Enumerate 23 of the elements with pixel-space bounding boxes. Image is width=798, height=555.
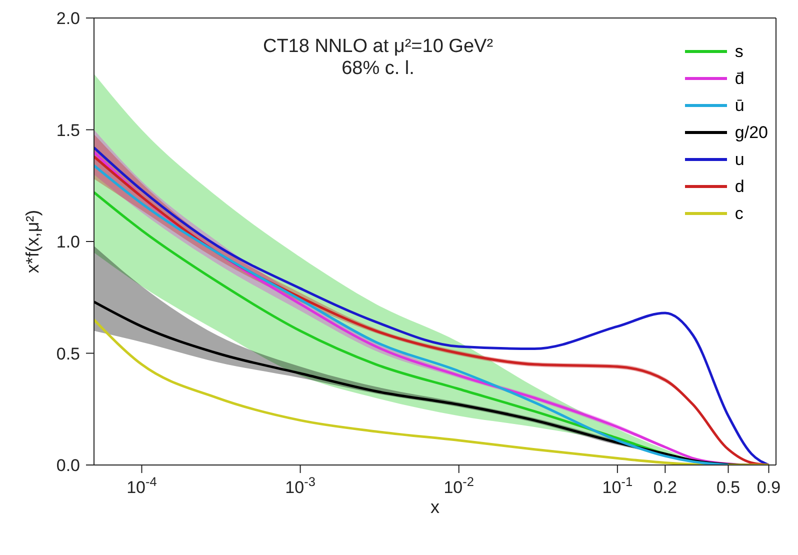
- x-tick-label: 10$^{-2}$: [444, 474, 474, 497]
- text: CT18 NNLO at μ²=10 GeV²: [262, 36, 494, 58]
- y-tick-label: 1.5: [56, 120, 80, 140]
- legend-label: u: [734, 150, 744, 170]
- y-tick-label: 0.5: [56, 344, 80, 364]
- legend-label: d̄: [734, 68, 744, 88]
- y-tick-label: 0.0: [56, 456, 80, 475]
- legend-label: d: [734, 176, 744, 196]
- x-axis-title: x: [430, 497, 440, 517]
- text: 68% c. l.: [340, 58, 416, 80]
- legend-label: s: [734, 42, 744, 62]
- legend-label: ū: [734, 96, 744, 116]
- x-tick-label: 0.9: [756, 478, 781, 497]
- legend-label: c: [734, 204, 744, 224]
- y-axis-title: x*f(x,μ²): [22, 210, 42, 274]
- x-tick-label: 10$^{-3}$: [285, 474, 316, 497]
- y-tick-label: 1.0: [56, 232, 80, 252]
- legend-label: g/20: [734, 122, 768, 142]
- x-tick-label: 10$^{-4}$: [126, 474, 157, 497]
- x-tick-label: 0.5: [716, 478, 740, 497]
- x-tick-label: 10$^{-1}$: [602, 474, 633, 497]
- y-tick-label: 2.0: [56, 9, 80, 28]
- x-tick-label: 0.2: [653, 478, 677, 497]
